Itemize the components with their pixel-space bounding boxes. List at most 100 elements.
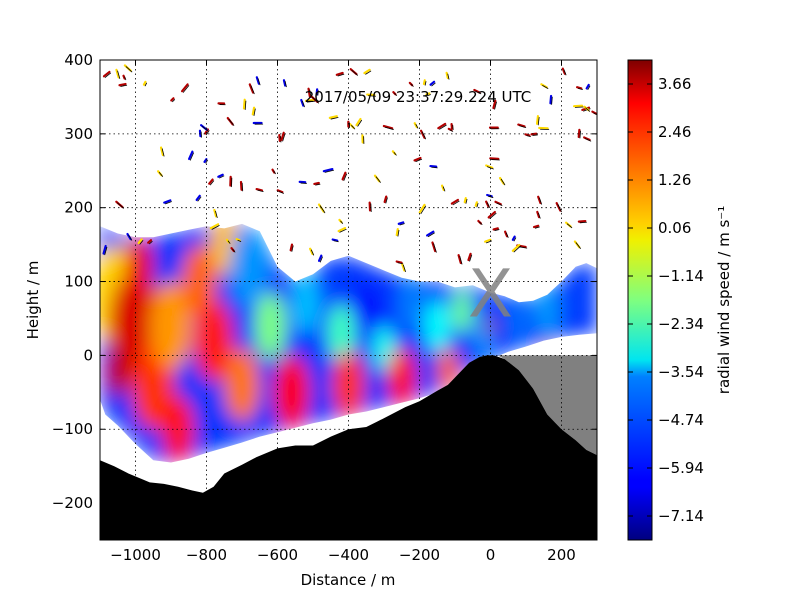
- wind-field-blob: [561, 266, 590, 326]
- noise-speckle-edge: [250, 85, 255, 95]
- grid-lines: [100, 60, 597, 540]
- noise-speckle: [537, 195, 542, 205]
- noise-speckle: [289, 243, 294, 252]
- noise-speckles: [102, 64, 597, 273]
- noise-speckle-edge: [104, 72, 112, 78]
- noise-speckle-edge: [219, 175, 225, 179]
- noise-speckle-edge: [201, 125, 209, 132]
- noise-speckle: [217, 173, 224, 178]
- y-tick-label: 400: [64, 51, 93, 69]
- noise-speckle-edge: [189, 152, 194, 161]
- noise-speckle: [248, 83, 255, 94]
- noise-speckle: [209, 223, 220, 230]
- noise-speckle: [313, 181, 320, 185]
- noise-speckle: [242, 98, 246, 110]
- noise-speckle: [577, 128, 581, 139]
- y-axis-ticks: −200 −100 0 100 200 300 400: [52, 51, 597, 512]
- noise-speckle: [328, 115, 338, 119]
- colorbar-label: radial wind speed / m s⁻¹: [715, 206, 733, 394]
- noise-speckle-edge: [375, 176, 381, 183]
- timestamp-label: 2017/05/09 23:37:29.224 UTC: [305, 88, 532, 106]
- noise-speckle-edge: [215, 210, 218, 218]
- noise-speckle: [335, 71, 344, 76]
- wind-field-blob: [124, 237, 154, 297]
- noise-speckle: [429, 80, 436, 86]
- noise-speckle-edge: [439, 124, 447, 130]
- noise-speckle: [395, 260, 403, 264]
- colorbar: 3.66 2.46 1.26 0.06 −1.14 −2.34 −3.54 −4.74 −5.9…: [627, 59, 733, 541]
- noise-speckle: [418, 203, 426, 214]
- noise-speckle: [517, 123, 526, 128]
- noise-speckle: [511, 235, 516, 241]
- noise-speckle: [126, 232, 132, 241]
- noise-speckle-edge: [494, 229, 500, 232]
- noise-speckle: [304, 98, 316, 102]
- wind-field-blob: [273, 355, 310, 430]
- noise-speckle: [341, 171, 347, 181]
- noise-speckle-edge: [282, 133, 286, 142]
- noise-speckle-edge: [209, 180, 215, 186]
- noise-speckle: [447, 127, 453, 132]
- noise-speckle-edge: [244, 100, 247, 111]
- x-axis-label: Distance / m: [301, 571, 396, 589]
- wind-field-blob: [424, 300, 450, 352]
- noise-speckle-edge: [241, 182, 244, 192]
- x-tick-label: −600: [257, 546, 298, 564]
- noise-speckle-edge: [158, 172, 164, 177]
- noise-speckle-edge: [500, 178, 506, 186]
- noise-speckle-edge: [330, 117, 339, 120]
- colorbar-tick-label: −4.74: [658, 411, 704, 429]
- noise-speckle: [536, 210, 541, 219]
- noise-speckle: [188, 150, 194, 161]
- noise-speckle: [382, 124, 394, 130]
- noise-speckle-edge: [278, 191, 284, 194]
- noise-speckle-edge: [253, 108, 256, 116]
- noise-speckle-edge: [563, 69, 567, 76]
- x-tick-label: 0: [486, 546, 496, 564]
- noise-speckle-edge: [489, 212, 497, 219]
- noise-speckle: [142, 80, 147, 86]
- noise-speckle-edge: [421, 131, 427, 140]
- x-tick-label: 200: [547, 546, 576, 564]
- noise-speckle-edge: [211, 225, 220, 230]
- noise-speckle-edge: [182, 85, 190, 93]
- noise-speckle: [431, 241, 437, 253]
- wind-field-blob: [105, 344, 131, 396]
- noise-speckle: [213, 208, 218, 218]
- colorbar-tick-label: 2.46: [658, 123, 691, 141]
- noise-speckle: [524, 133, 531, 137]
- wind-field-blob: [398, 274, 427, 334]
- colorbar-tick-label: 1.26: [658, 171, 691, 189]
- noise-speckle: [122, 74, 126, 80]
- noise-speckle: [300, 98, 305, 107]
- noise-speckle-edge: [532, 134, 538, 136]
- noise-speckle: [555, 202, 562, 212]
- noise-speckle: [463, 197, 467, 204]
- noise-speckle: [422, 79, 426, 86]
- instrument-position-marker: X: [468, 256, 513, 333]
- wind-field-blob: [254, 292, 287, 360]
- noise-speckle-edge: [385, 197, 388, 204]
- noise-speckle-edge: [397, 229, 400, 237]
- noise-speckle-edge: [144, 82, 148, 87]
- noise-speckle: [401, 262, 406, 272]
- noise-speckle: [457, 254, 462, 265]
- noise-speckle-edge: [227, 240, 231, 244]
- noise-speckle-edge: [566, 223, 573, 229]
- noise-speckle-edge: [394, 92, 398, 96]
- noise-speckle-edge: [534, 226, 540, 229]
- noise-speckle: [137, 238, 143, 245]
- noise-speckle-edge: [365, 70, 372, 75]
- noise-speckle: [474, 201, 478, 207]
- noise-speckle-edge: [479, 221, 483, 226]
- noise-speckle: [425, 92, 431, 96]
- noise-speckle: [413, 156, 422, 162]
- noise-speckle: [322, 167, 334, 173]
- noise-speckle: [363, 68, 371, 75]
- noise-speckle-edge: [104, 246, 108, 256]
- noise-speckle: [485, 200, 490, 208]
- noise-speckle: [337, 227, 347, 233]
- noise-speckle: [445, 71, 449, 80]
- noise-speckle: [115, 68, 120, 79]
